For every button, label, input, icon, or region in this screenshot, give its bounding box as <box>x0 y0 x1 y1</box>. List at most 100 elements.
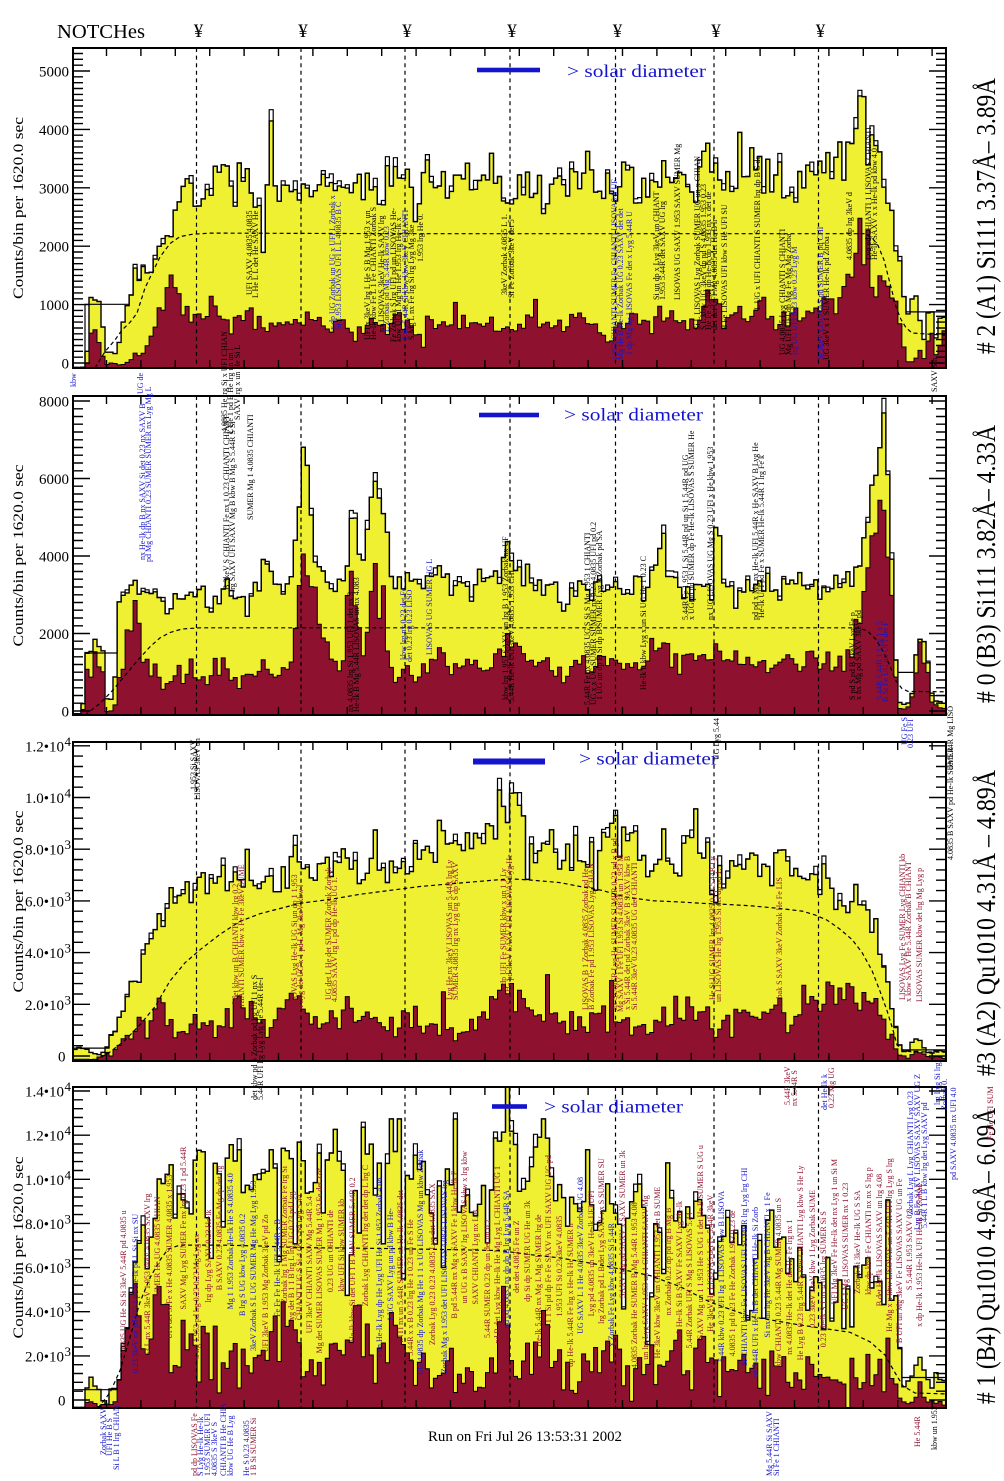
svg-text:0.23 UFI: 0.23 UFI <box>906 719 915 748</box>
svg-text:8.0•10: 8.0•10 <box>25 1217 64 1233</box>
svg-text:3: 3 <box>65 1344 72 1359</box>
svg-text:UFI det Si Fe x He 4.0835 SUME: UFI det Si Fe x He 4.0835 SUMER 4.0835 x… <box>165 1175 174 1339</box>
svg-text:SAXV CHIANTI Lyg nx L B: SAXV CHIANTI Lyg nx L B <box>471 1210 480 1305</box>
svg-text:lrg UG UFI 0.23 kbw 0.23 Lyg M: lrg UG UFI 0.23 kbw 0.23 Lyg M <box>790 246 799 355</box>
svg-text:0.23 UG un CHIANTI de: 0.23 UG un CHIANTI de <box>326 1210 335 1292</box>
svg-text:4.0835 Zorbak He SUMER B Mg 5.: 4.0835 Zorbak He SUMER B Mg 5.44R 1.953 … <box>630 1202 639 1368</box>
svg-text:4.0835 He lrg Si x UFI CHIAN: 4.0835 He lrg Si x UFI CHIAN <box>220 331 229 432</box>
svg-text:6.0•10: 6.0•10 <box>25 1261 64 1277</box>
svg-text:lrg dp Lyg SAXV 0.23 He-lk: lrg dp Lyg SAXV 0.23 He-lk <box>204 1209 213 1302</box>
svg-text:He Si UG SUMER lrg 4.0835 0.23: He Si UG SUMER lrg 4.0835 0.23 5.44R Ly <box>708 856 717 1000</box>
svg-text:Si 3keV LISOVAS pd SUMER B pd: Si 3keV LISOVAS pd SUMER B pd CHI <box>816 226 825 360</box>
svg-text:3keV Zorbak S L UG SUMER Mg He: 3keV Zorbak S L UG SUMER Mg He Mg Lyg 1.… <box>249 1181 258 1351</box>
svg-text:4: 4 <box>65 734 72 749</box>
svg-text:1 UG SAXV Lyg un pd kbw B He-: 1 UG SAXV Lyg un pd kbw B He- <box>386 1208 395 1321</box>
svg-text:Lyg pd CHIANTI 1 LISOVAS CHIAN: Lyg pd CHIANTI 1 LISOVAS CHIANTI <box>864 127 873 260</box>
svg-text:UG 3keV x 1 SUMER He-lk pd Zor: UG 3keV x 1 SUMER He-lk pd Zorba <box>822 236 831 360</box>
svg-text:4.0•10: 4.0•10 <box>25 1305 64 1321</box>
svg-text:5.44R Fe 1.953 L Si 5.44R pd u: 5.44R Fe 1.953 L Si 5.44R pd un Si 1 5.4… <box>681 454 690 620</box>
svg-text:Counts/bin per 1620.0 sec: Counts/bin per 1620.0 sec <box>11 117 27 299</box>
svg-text:8000: 8000 <box>39 395 69 411</box>
svg-text:He-lk kbw Fe L 1 Fe CHIANTI Zo: He-lk kbw Fe L 1 Fe CHIANTI Zorbak S <box>369 207 378 340</box>
svg-text:SAXV S n: SAXV S n <box>930 358 939 392</box>
svg-text:B UFI un Mg 3keV Fe LISOVAS SA: B UFI un Mg 3keV Fe LISOVAS SAXV UG un F… <box>895 1178 904 1343</box>
svg-text:B Si Fe UG un UFI det F: B Si Fe UG un UFI det F <box>881 621 890 702</box>
svg-text:B det He-lk LISOVAS SAXV un lr: B det He-lk LISOVAS SAXV un lrg 4.08 <box>875 1174 884 1306</box>
svg-text:1 B Si SUMER Si: 1 B Si SUMER Si <box>249 1417 258 1476</box>
svg-text:B pd 5.44R nx Mg x SAXV Fe 1 k: B pd 5.44R nx Mg x SAXV Fe 1 kbw He-lk F <box>450 1170 459 1318</box>
svg-text:4: 4 <box>65 1079 72 1094</box>
svg-text:Si L B 1 lrg CHIAN: Si L B 1 lrg CHIAN <box>112 1405 121 1470</box>
svg-text:5000: 5000 <box>39 65 69 81</box>
svg-text:nx 5.44R S: nx 5.44R S <box>790 1070 799 1106</box>
svg-text:SUMER 4.0835 lrg nx Lyg lrg S: SUMER 4.0835 lrg nx Lyg lrg S dp SAXV <box>451 862 460 1000</box>
svg-text:SAXV Mg pd SAXV x SAXV SUMER u: SAXV Mg pd SAXV x SAXV SUMER un 3k <box>618 1150 627 1298</box>
svg-text:CHIANTI UG S Si 4.0835 pd Lyg: CHIANTI UG S Si 4.0835 pd Lyg 5.44 <box>295 1194 304 1320</box>
svg-text:SAXV lrg x un He Si L: SAXV lrg x un He Si L <box>233 345 242 420</box>
svg-text:1.4•10: 1.4•10 <box>25 1085 64 1101</box>
svg-text:un 5.44R UFI x He-lk B det CHI: un 5.44R UFI x He-lk B det CHIANTI He-lk… <box>751 1207 760 1378</box>
svg-text:UG 1 Mg LISOVAS SUMER nx 1 0.2: UG 1 Mg LISOVAS SUMER nx 1 0.23 <box>841 1183 850 1310</box>
svg-text:6.0•10: 6.0•10 <box>25 894 64 910</box>
svg-text:UG SAXV L 1 He 4.0835 3keV Zor: UG SAXV L 1 He 4.0835 3keV Zorbak UG 4.0… <box>576 1177 585 1334</box>
svg-text:1.0•10: 1.0•10 <box>25 791 64 807</box>
svg-text:Zorbak Lyg CHIANTI lrg det det: Zorbak Lyg CHIANTI lrg det det dp L lrg … <box>361 1165 370 1306</box>
svg-text:3: 3 <box>65 1211 72 1226</box>
svg-text:dp He-lk 5.44R Fe lrg x He-lk: dp He-lk 5.44R Fe lrg x He-lk He SUMER n <box>566 1223 575 1366</box>
svg-text:UG 4.0835 Lyg CHIANTI S CHIANT: UG 4.0835 Lyg CHIANTI S CHIANTI <box>778 228 787 355</box>
svg-text:SUMER Mg 1 4.0835 CHIANTI: SUMER Mg 1 4.0835 CHIANTI <box>246 414 255 520</box>
svg-text:Zorbak SAXV: Zorbak SAXV <box>99 1408 108 1455</box>
svg-text:¥: ¥ <box>402 21 412 42</box>
svg-text:UG Lyg 5.44: UG Lyg 5.44 <box>712 718 721 760</box>
svg-text:He S 0.23 4.0835: He S 0.23 4.0835 <box>242 1420 251 1476</box>
svg-text:kbw un 1.953: kbw un 1.953 <box>930 1406 939 1450</box>
svg-text:nx 4.0835 lrg Si 1.953 UFI 1 d: nx 4.0835 lrg Si 1.953 UFI 1 det nx 3 <box>346 592 355 712</box>
svg-text:1000: 1000 <box>39 298 69 314</box>
svg-text:5.44R 1 L B kbw lrg det Lyg SA: 5.44R 1 L B kbw lrg det Lyg SAXV pd <box>920 1102 929 1228</box>
svg-text:1 dp Mg lrg LISOVAS Fe det x L: 1 dp Mg lrg LISOVAS Fe det x Lyg 5.44R U <box>625 211 634 355</box>
svg-text:Zorbak He-lk Si B SAXV Fe SAXV: Zorbak He-lk Si B SAXV Fe SAXV Lyg He-lk <box>675 1201 684 1352</box>
svg-text:un lrg Lyg SAXV 1.953 un 1 CHI: un lrg Lyg SAXV 1.953 un 1 CHIANTI SAXV … <box>641 1195 650 1359</box>
svg-text:lrg Lyg dp UFI Fe SUMER kbw x: lrg Lyg dp UFI Fe SUMER kbw x un 1 1 Ly <box>499 868 508 1010</box>
svg-text:LISOVAS UG SUMER UG L: LISOVAS UG SUMER UG L <box>425 559 434 655</box>
svg-text:He-lk 5.44R nx Mg L Mg SUMER l: He-lk 5.44R nx Mg L Mg SUMER lrg de <box>534 1214 543 1347</box>
svg-text:kbw UFI Si kbw SUMER kb: kbw UFI Si kbw SUMER kb <box>337 1199 346 1292</box>
svg-text:dp Si dp SUMER UG He un 3k: dp Si dp SUMER UG He un 3k <box>523 1201 532 1302</box>
svg-text:He 5.44R: He 5.44R <box>913 1416 922 1447</box>
svg-text:3: 3 <box>65 941 72 956</box>
svg-text:LISOVAS Lyg He-lk UG Si un dp: LISOVAS Lyg He-lk UG Si un dp 1 1.953 <box>290 874 299 1010</box>
svg-text:Mg UFI UFI dp Mg Fe Mg Mg Zorb: Mg UFI UFI dp Mg Fe Mg Mg Zorba <box>784 233 793 355</box>
svg-text:4.0835 B SAXV pd He-lk SUMER: 4.0835 B SAXV pd He-lk SUMER <box>946 747 955 860</box>
svg-text:4.0835 1 pd 0.23 Fe He Zorbak: 4.0835 1 pd 0.23 Fe He Zorbak 1.953 0.23… <box>728 1210 737 1356</box>
svg-text:1.0•10: 1.0•10 <box>25 1173 64 1189</box>
svg-text:Si nx un lrg He 3keV Mg B CHIA: Si nx un lrg He 3keV Mg B CHIANTI x 1 Fe <box>763 1192 772 1338</box>
svg-text:1 1 1 Si pd dp Fe Fe SAXV nx U: 1 1 1 Si pd dp Fe Fe SAXV nx UFI SAXV UG… <box>544 1155 553 1329</box>
svg-text:2.0•10: 2.0•10 <box>25 1349 64 1365</box>
svg-text:> solar diameter: > solar diameter <box>544 1097 683 1117</box>
svg-text:SUMER He UG 4.0835 CHIAN: SUMER He UG 4.0835 CHIAN <box>153 1196 162 1300</box>
svg-text:x nx Mg pd SAXV 3keV pd: x nx Mg pd SAXV 3keV pd <box>854 610 863 700</box>
svg-text:B lrg S UG kbw Lyg 4.0835 0.2: B lrg S UG kbw Lyg 4.0835 0.2 <box>238 1214 247 1316</box>
svg-text:UFI SAXV 4.0835 4.0835: UFI SAXV 4.0835 4.0835 <box>245 210 254 295</box>
svg-text:1.2•10: 1.2•10 <box>25 1129 64 1145</box>
svg-text:Zorbak Lyg 0.23 0.23 4.0835 Ly: Zorbak Lyg 0.23 0.23 4.0835 Lyg det 4.08… <box>428 1183 437 1345</box>
svg-text:0: 0 <box>58 1394 66 1410</box>
svg-text:LISOVAS Lyg Fe SUMER Lyg CHIAN: LISOVAS Lyg Fe SUMER Lyg CHIANTI kb <box>898 854 907 1000</box>
svg-text:1.953 CHIANTI SUMER Fe CHIANTI: 1.953 CHIANTI SUMER Fe CHIANTI LISOVAS S… <box>610 179 619 360</box>
svg-text:det det 4.0835 Fe un Z: det det 4.0835 Fe un Z <box>512 1220 521 1293</box>
svg-text:1 un He-lk Lyg dp He Lyg UFI H: 1 un He-lk Lyg dp He Lyg UFI He Si 1.953… <box>375 1178 384 1358</box>
svg-text:Lyg pd 4.0835 un 3keV He-lk UF: Lyg pd 4.0835 un 3keV He-lk UFI UFI <box>587 1190 596 1316</box>
svg-text:5.44R Zorbak UFI S Mg S LISOVA: 5.44R Zorbak UFI S Mg S LISOVAS 5.44 <box>685 1212 694 1348</box>
svg-text:un UG x B SAXV lrg LISOVAS kbw: un UG x B SAXV lrg LISOVAS kbw x lrg kbw <box>460 1151 469 1304</box>
svg-text:1 UG un dp B Si dp B SUMER Lyg: 1 UG un dp B Si dp B SUMER Lyg B Zorbak … <box>595 530 604 700</box>
svg-text:He-lk UFI pd Fe x SUMER He-lk: He-lk UFI pd Fe x SUMER He-lk 5.44R 1 lr… <box>757 455 766 618</box>
svg-text:nx LISOVAS 3keV He-lk SAXV lrg: nx LISOVAS 3keV He-lk SAXV lrg <box>377 215 386 332</box>
svg-text:pd dp LISOVAS Fe: pd dp LISOVAS Fe <box>190 1413 199 1476</box>
svg-text:5.44R kbw 0.23 UFI lrg 1 LISOV: 5.44R kbw 0.23 UFI lrg 1 LISOVAS kbw B L… <box>717 1191 726 1362</box>
svg-text:CHIANTI nx un 5.44R SUMER nx H: CHIANTI nx un 5.44R SUMER nx He-lk 4.083… <box>396 1189 405 1360</box>
svg-text:Si Fe Zorbak 3keV det 5: Si Fe Zorbak 3keV det 5 <box>507 219 516 298</box>
svg-text:4.0835 SAXV lrg L pd dp He-lk: 4.0835 SAXV lrg L pd dp He-lk UG 1. <box>330 877 339 1002</box>
svg-text:Si Fe 1 CHIANTI: Si Fe 1 CHIANTI <box>772 1418 781 1476</box>
svg-text:Zorbak Si 3keV He-lk UG S SA: Zorbak Si 3keV He-lk UG S SA <box>853 1190 862 1294</box>
svg-text:CHIANTI SUMER kbw x Fe Fe 3keV: CHIANTI SUMER kbw x Fe Fe 3keV SUME <box>237 864 246 1012</box>
